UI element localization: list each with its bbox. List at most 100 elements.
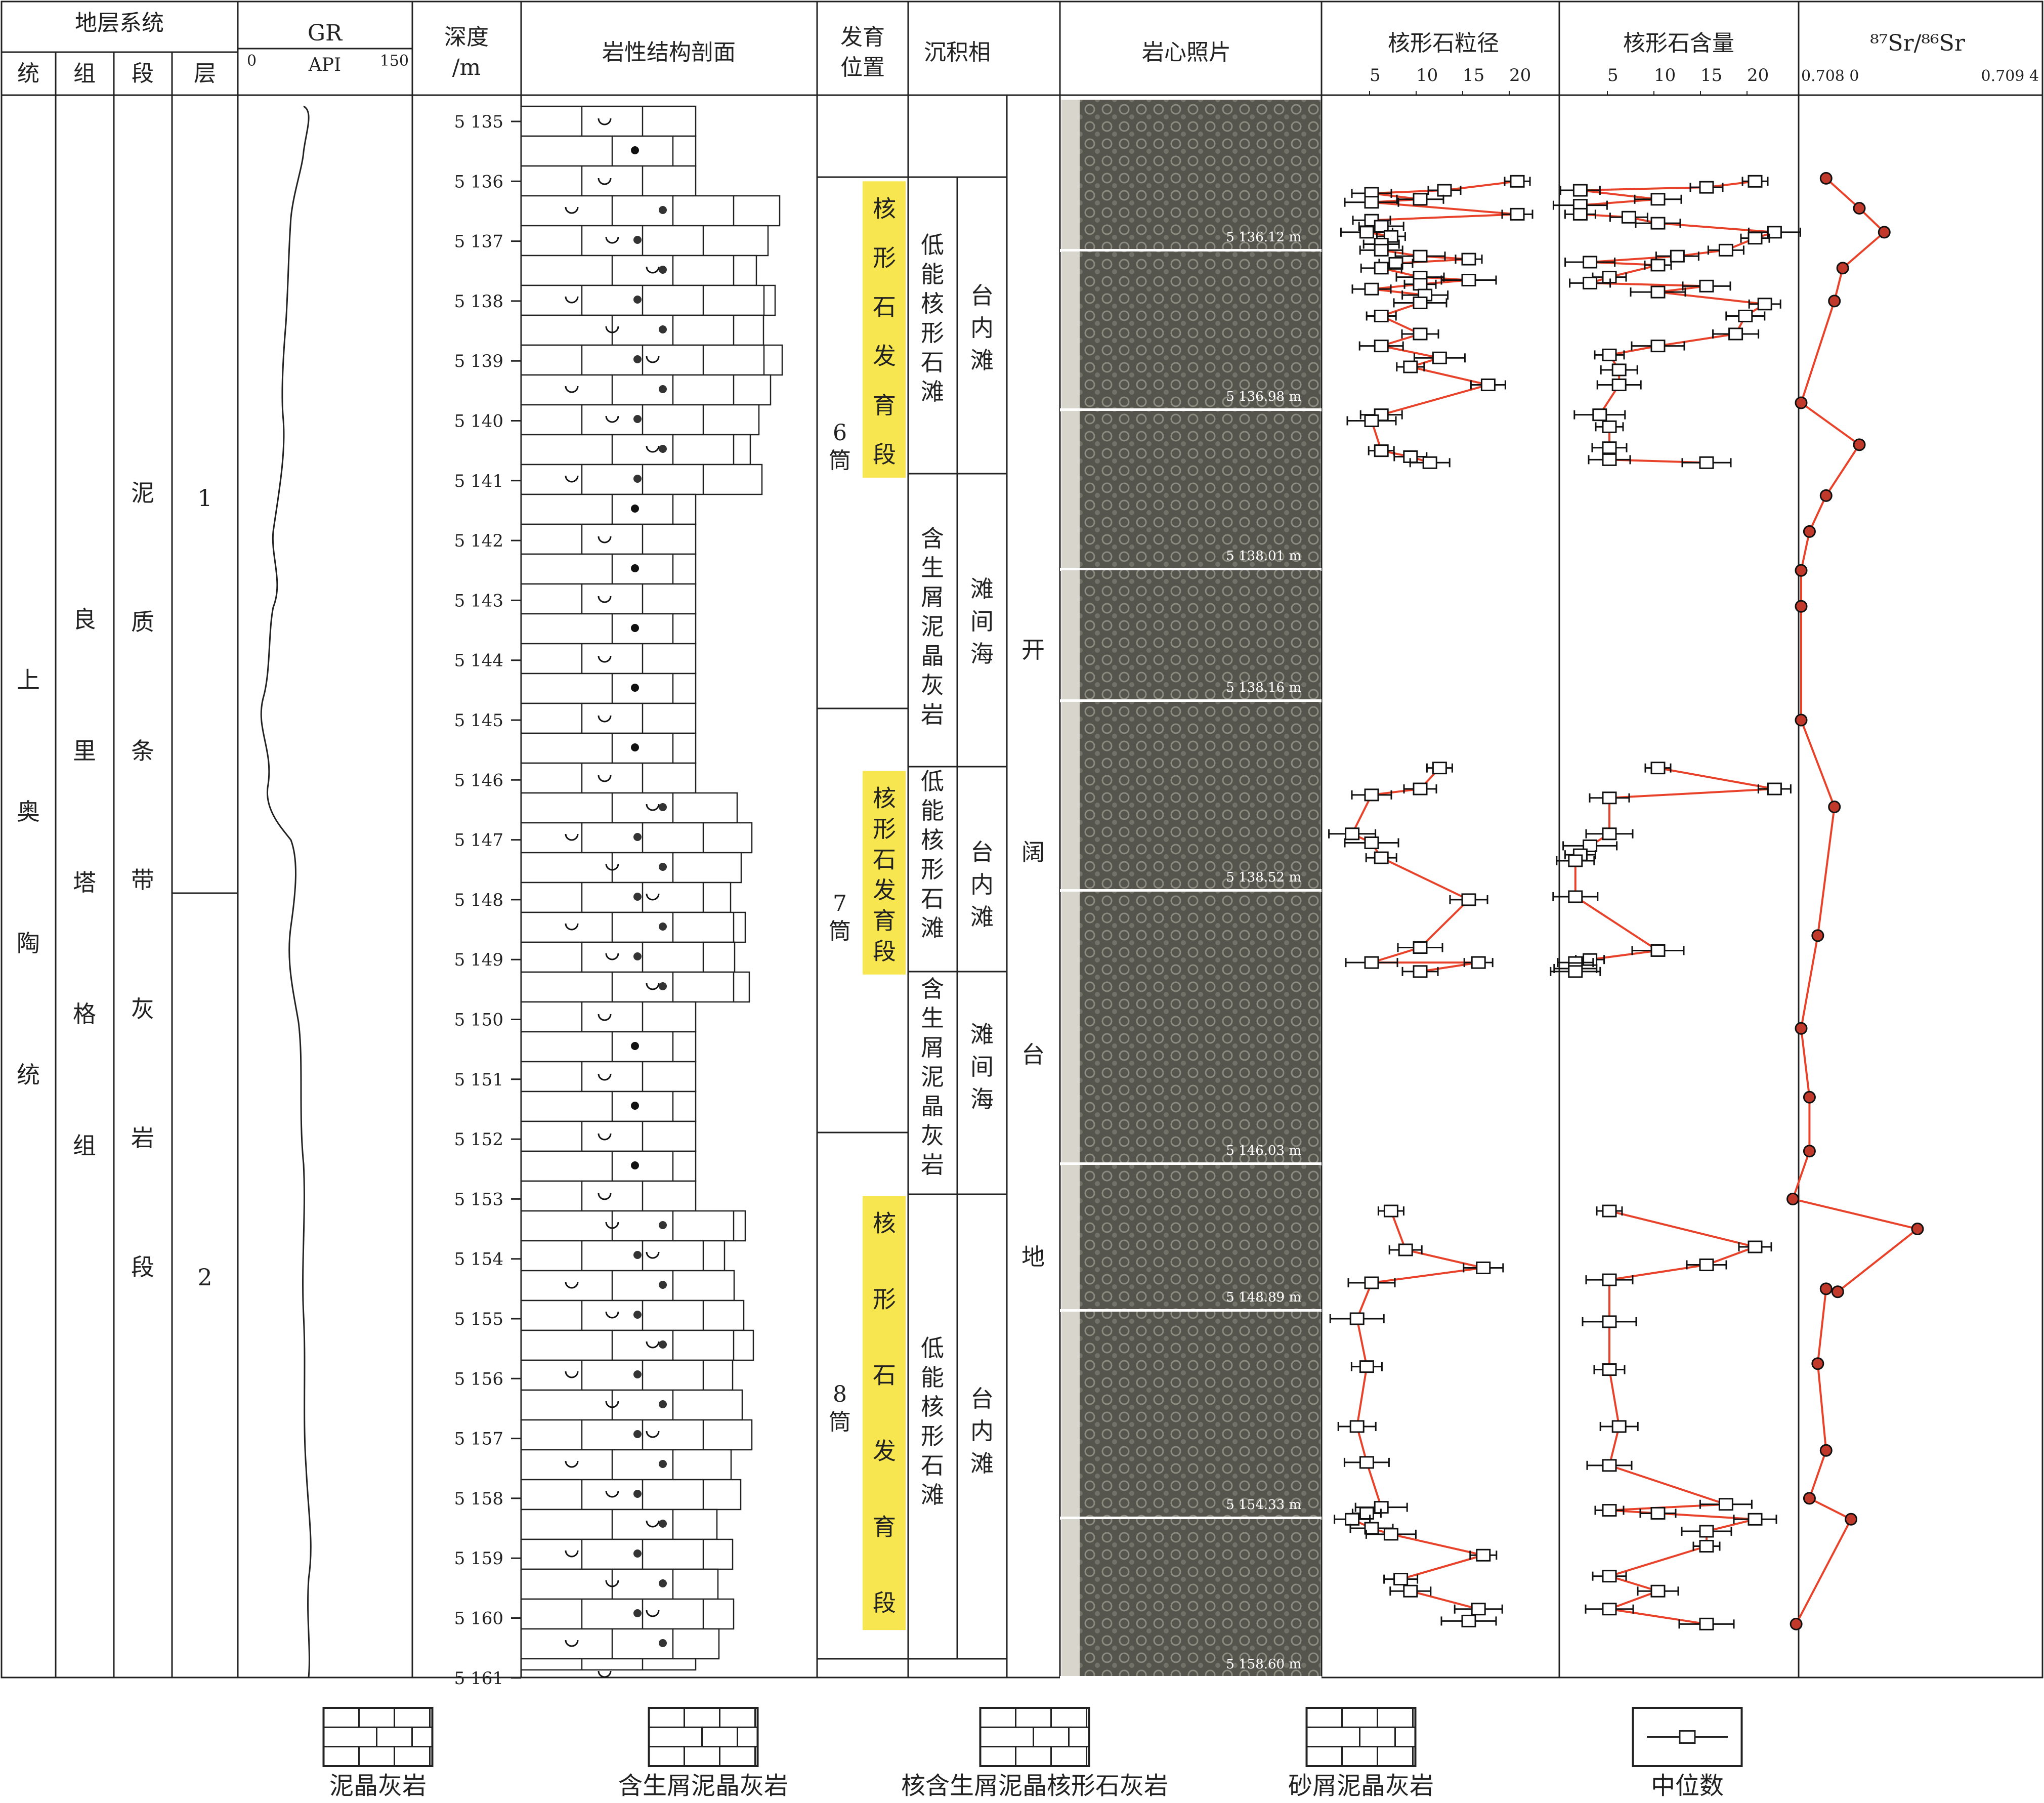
core-scale-bar [1061, 100, 1080, 249]
median-marker [1364, 414, 1379, 427]
bioclast-symbol [646, 266, 660, 274]
depth-label: 5 135 [454, 112, 503, 132]
bioclast-symbol [598, 178, 612, 185]
oncoid-symbol [659, 803, 667, 811]
sand-grain-symbol [631, 1161, 639, 1169]
depth-label: 5 154 [454, 1249, 503, 1270]
position-title-1: 发育 [840, 24, 885, 50]
brick-row [520, 464, 763, 495]
facies-subfacies-4-char: 形 [921, 1422, 944, 1450]
bioclast-symbol [646, 356, 660, 363]
facies-microfacies-3-char: 海 [970, 1085, 994, 1113]
depth-unit: /m [452, 55, 481, 80]
oncoid-symbol [659, 1281, 667, 1289]
depth-label: 5 136 [454, 172, 503, 192]
depth-label: 5 146 [454, 770, 503, 790]
brick-row [520, 1658, 697, 1671]
core-photo-image [1061, 411, 1321, 568]
median-marker [1383, 1528, 1398, 1541]
bioclast-symbol [565, 923, 579, 931]
facies-microfacies-0: 台内滩 [970, 282, 994, 374]
sr-point [1795, 600, 1808, 613]
series-label-char: 统 [17, 1061, 40, 1088]
stratigraphy-title: 地层系统 [75, 10, 164, 36]
median-marker [1621, 211, 1636, 224]
sr-series-line [1791, 177, 1920, 1625]
dev-segment-highlight [863, 181, 906, 478]
brick-row [520, 762, 697, 794]
oncoid-symbol [659, 1579, 667, 1587]
sr-point [1811, 1357, 1824, 1370]
content-axis-tick-label: 10 [1654, 65, 1676, 86]
col-formation: 组 [73, 61, 96, 87]
oncoid-symbol [633, 355, 642, 363]
median-marker [1748, 175, 1763, 188]
core-photo: 5 146.03 m [1060, 892, 1322, 1165]
bioclast-symbol [605, 236, 619, 244]
median-marker [1359, 1360, 1374, 1373]
sand-grain-symbol [631, 1102, 639, 1110]
bioclast-symbol [598, 1193, 612, 1200]
sr-point [1828, 295, 1841, 308]
size-chart [1328, 175, 1534, 1627]
facies-subfacies-4-char: 滩 [921, 1481, 944, 1508]
bioclast-symbol [565, 833, 579, 841]
sr-point [1795, 1022, 1808, 1035]
depth-label: 5 153 [454, 1189, 503, 1209]
depth-label: 5 151 [454, 1070, 503, 1090]
median-marker [1383, 1204, 1398, 1218]
sr-point [1811, 929, 1824, 942]
brick-row [520, 225, 769, 257]
median-marker [1422, 456, 1437, 469]
median-marker [1432, 762, 1447, 775]
facies-subfacies-4-char: 能 [921, 1364, 944, 1391]
brick-row [520, 1359, 734, 1391]
dev-segment-char: 段 [873, 441, 896, 468]
facies-main-char: 地 [1021, 1243, 1045, 1271]
lithology-title: 岩性结构剖面 [602, 39, 736, 65]
brick-row [520, 1479, 742, 1511]
facies-microfacies-2-char: 内 [970, 871, 994, 898]
brick-row [520, 195, 781, 227]
brick-row [520, 1001, 697, 1033]
dev-segment-char: 石 [873, 293, 896, 321]
sr-point [1803, 525, 1816, 538]
facies-subfacies-3-char: 泥 [921, 1063, 944, 1091]
core-scale-bar [1061, 411, 1080, 568]
brick-row [520, 1538, 734, 1570]
median-marker [1748, 1240, 1763, 1253]
median-marker [1699, 279, 1714, 292]
median-marker [1602, 1315, 1617, 1328]
core-photo: 5 138.52 m [1060, 702, 1322, 892]
brick-row [520, 1091, 697, 1122]
gr-min: 0 [247, 52, 257, 70]
legend-label: 砂屑泥晶灰岩 [1288, 1772, 1434, 1800]
dev-segment-char: 石 [873, 846, 896, 873]
oncoid-symbol [659, 385, 667, 393]
dev-segment-char: 育 [873, 907, 896, 934]
brick-row [520, 1568, 719, 1600]
median-marker [1583, 276, 1598, 289]
series-line [1349, 1210, 1487, 1622]
median-marker [1364, 282, 1379, 296]
brick-row [520, 344, 783, 376]
bioclast-symbol [598, 775, 612, 782]
oncoid-symbol [659, 1221, 667, 1229]
legend-swatch [322, 1707, 434, 1767]
core-label: 7筒 [829, 891, 851, 944]
brick-row [520, 1628, 720, 1660]
dev-segment-char: 形 [873, 1285, 896, 1313]
median-marker [1364, 956, 1379, 969]
bioclast-symbol [646, 1520, 660, 1528]
median-marker [1650, 1584, 1666, 1598]
depth-label: 5 150 [454, 1010, 503, 1030]
bioclast-symbol [605, 1311, 619, 1319]
oncoid-symbol [659, 445, 667, 453]
facies-microfacies-0-char: 滩 [970, 347, 994, 374]
median-marker [1480, 379, 1496, 392]
median-marker [1374, 851, 1389, 864]
position-title-2: 位置 [840, 55, 885, 80]
